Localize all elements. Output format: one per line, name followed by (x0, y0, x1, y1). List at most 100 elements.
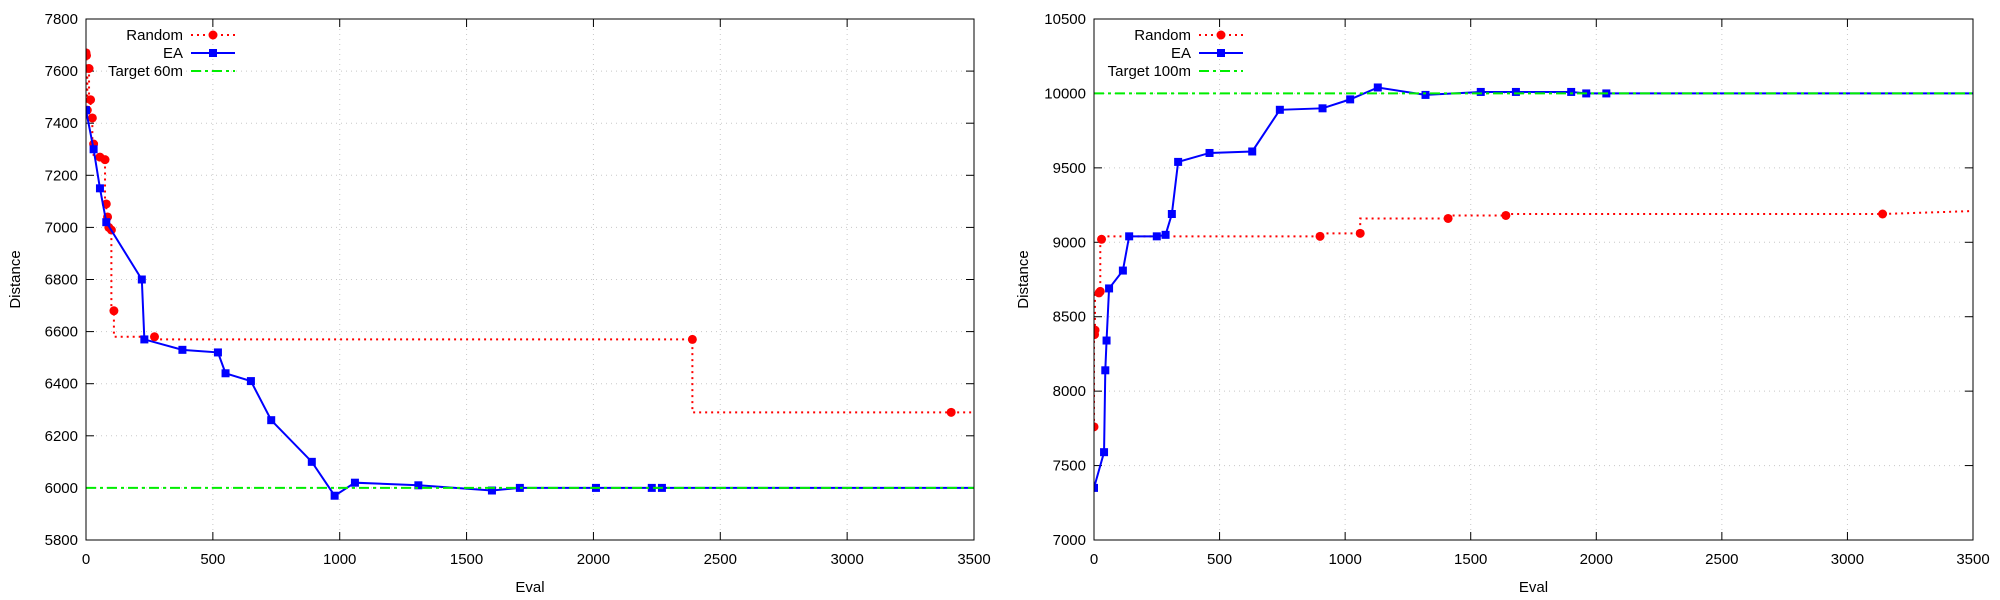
legend-label-ea: EA (1171, 45, 1191, 62)
y-tick-label: 9500 (1053, 160, 1086, 177)
y-axis-label: Distance (1015, 250, 1032, 308)
data-point-random (150, 332, 160, 342)
x-tick-label: 1000 (323, 551, 356, 568)
data-point-random (1878, 209, 1888, 219)
data-point-ea (1205, 148, 1214, 157)
y-tick-label: 6400 (45, 376, 78, 393)
data-point-ea (178, 345, 187, 354)
plot-frame (1093, 18, 1974, 541)
data-point-ea (1152, 232, 1161, 241)
data-point-ea (1174, 157, 1183, 166)
y-tick-label: 8500 (1053, 309, 1086, 326)
data-point-ea (89, 145, 98, 154)
x-tick-label: 3000 (830, 551, 863, 568)
y-tick-label: 6800 (45, 272, 78, 289)
series-line-ea (86, 109, 974, 498)
data-point-ea (1094, 483, 1098, 492)
legend-label-random: Random (1134, 27, 1191, 44)
data-point-ea (1105, 284, 1114, 293)
y-tick-label: 6200 (45, 428, 78, 445)
legend-marker-random (208, 30, 218, 40)
data-point-random (86, 95, 96, 105)
y-tick-label: 7800 (45, 11, 78, 28)
data-point-ea (1421, 90, 1430, 99)
data-point-random (1097, 234, 1107, 244)
data-point-random (1501, 210, 1511, 220)
series-layer (1094, 83, 1973, 492)
data-point-random (687, 334, 697, 344)
data-point-ea (102, 218, 111, 227)
data-point-random (87, 113, 97, 123)
y-tick-label: 7000 (45, 219, 78, 236)
y-tick-label: 7600 (45, 63, 78, 80)
x-tick-label: 2000 (577, 551, 610, 568)
y-tick-label: 6600 (45, 324, 78, 341)
data-point-random (86, 63, 94, 73)
series-layer (86, 48, 974, 500)
data-point-ea (246, 377, 255, 386)
data-point-ea (140, 335, 149, 344)
data-point-random (1315, 231, 1325, 241)
y-tick-label: 7200 (45, 167, 78, 184)
x-tick-label: 1000 (1328, 551, 1361, 568)
data-point-ea (330, 491, 339, 500)
x-tick-label: 3000 (1831, 551, 1864, 568)
data-point-ea (221, 369, 230, 378)
data-point-ea (1318, 104, 1327, 113)
data-point-ea (1100, 448, 1109, 457)
x-tick-label: 500 (200, 551, 225, 568)
x-axis-label: Eval (1519, 579, 1548, 596)
x-tick-label: 2500 (704, 551, 737, 568)
y-tick-label: 8000 (1053, 383, 1086, 400)
x-tick-label: 0 (82, 551, 90, 568)
x-tick-label: 2500 (1705, 551, 1738, 568)
data-point-ea (1567, 87, 1576, 96)
data-point-ea (307, 457, 316, 466)
y-axis-label: Distance (7, 250, 24, 308)
legend-label-random: Random (126, 27, 183, 44)
y-tick-label: 5800 (45, 532, 78, 549)
data-point-random (1443, 213, 1453, 223)
x-axis-label: Eval (515, 579, 544, 596)
x-tick-label: 1500 (450, 551, 483, 568)
y-tick-label: 7400 (45, 115, 78, 132)
y-tick-label: 7500 (1053, 458, 1086, 475)
data-point-random (946, 407, 956, 417)
data-point-ea (350, 478, 359, 487)
data-point-random (1094, 422, 1099, 432)
data-point-ea (1102, 336, 1111, 345)
legend-marker-ea (209, 49, 217, 57)
x-tick-label: 1500 (1454, 551, 1487, 568)
data-point-ea (137, 275, 146, 284)
y-tick-label: 6000 (45, 480, 78, 497)
data-point-ea (1511, 87, 1520, 96)
data-point-ea (1373, 83, 1382, 92)
legend-label-ea: EA (163, 45, 183, 62)
x-tick-label: 3500 (1956, 551, 1989, 568)
y-tick-label: 10000 (1044, 85, 1086, 102)
series-line-ea (1094, 86, 1973, 489)
y-tick-label: 10500 (1044, 11, 1086, 28)
data-point-random (86, 50, 92, 60)
data-point-ea (1167, 210, 1176, 219)
data-point-ea (267, 416, 276, 425)
data-point-ea (1161, 230, 1170, 239)
series-line-random (1094, 210, 1973, 427)
x-tick-label: 2000 (1580, 551, 1613, 568)
data-point-ea (1476, 87, 1485, 96)
legend-label-target-100m: Target 100m (1108, 63, 1191, 80)
data-point-ea (95, 184, 104, 193)
data-point-ea (1125, 232, 1134, 241)
x-tick-label: 0 (1090, 551, 1098, 568)
legend-label-target-60m: Target 60m (108, 63, 183, 80)
data-point-ea (414, 481, 423, 490)
data-point-random (1094, 325, 1100, 335)
data-point-random (109, 306, 119, 316)
data-point-ea (487, 486, 496, 495)
legend-marker-random (1216, 30, 1226, 40)
data-point-ea (1118, 266, 1127, 275)
data-point-ea (647, 483, 656, 492)
data-point-ea (1248, 147, 1257, 156)
x-tick-label: 3500 (957, 551, 990, 568)
